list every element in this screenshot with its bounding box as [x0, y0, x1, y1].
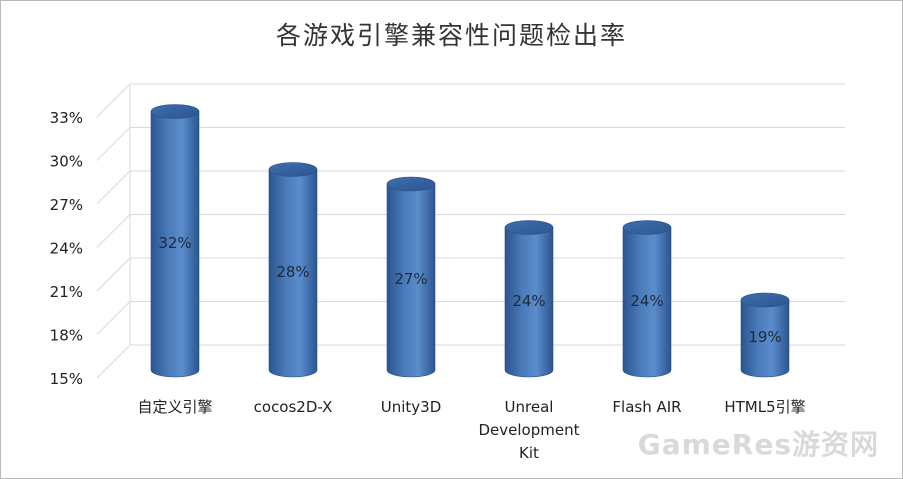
gridline-depth: [96, 344, 131, 379]
chart-title: 各游戏引擎兼容性问题检出率: [275, 21, 627, 50]
x-tick-label: Development: [479, 421, 580, 439]
bar: [504, 227, 554, 378]
x-tick-label: Unity3D: [381, 398, 442, 416]
bar-top: [740, 292, 790, 308]
x-tick-label: 自定义引擎: [137, 398, 212, 416]
bar-top: [622, 220, 672, 235]
y-tick-label: 27%: [50, 196, 83, 214]
data-label: 32%: [158, 234, 191, 252]
gridline-depth: [96, 214, 131, 248]
x-tick-label: Unreal: [505, 398, 554, 416]
gridline-depth: [96, 301, 131, 335]
x-tick-label: Kit: [519, 444, 539, 462]
bar-top: [150, 104, 200, 119]
bar: [268, 169, 318, 378]
gridline-depth: [96, 170, 131, 205]
y-tick-label: 15%: [50, 370, 83, 388]
data-label: 27%: [394, 270, 427, 288]
y-tick-label: 18%: [50, 327, 83, 345]
data-label: 19%: [748, 328, 781, 346]
y-tick-label: 24%: [50, 240, 83, 258]
bar: [386, 183, 436, 378]
bar-top: [386, 176, 436, 192]
data-label: 28%: [276, 263, 309, 281]
data-label: 24%: [630, 292, 663, 310]
watermark: GameRes游资网: [637, 428, 879, 461]
bar: [740, 299, 790, 378]
x-tick-label: HTML5引擎: [724, 398, 805, 416]
bar: [622, 227, 672, 378]
bar: [150, 111, 200, 378]
y-tick-label: 33%: [50, 109, 83, 127]
bar-top: [268, 162, 318, 177]
gridline-depth: [96, 257, 131, 292]
y-tick-label: 30%: [50, 153, 83, 171]
bar-top: [504, 220, 554, 235]
data-label: 24%: [512, 292, 545, 310]
x-tick-label: Flash AIR: [612, 398, 681, 416]
x-tick-label: cocos2D-X: [254, 398, 333, 416]
gridline-depth: [96, 127, 131, 161]
y-tick-label: 21%: [50, 283, 83, 301]
gridline-depth: [96, 83, 131, 118]
